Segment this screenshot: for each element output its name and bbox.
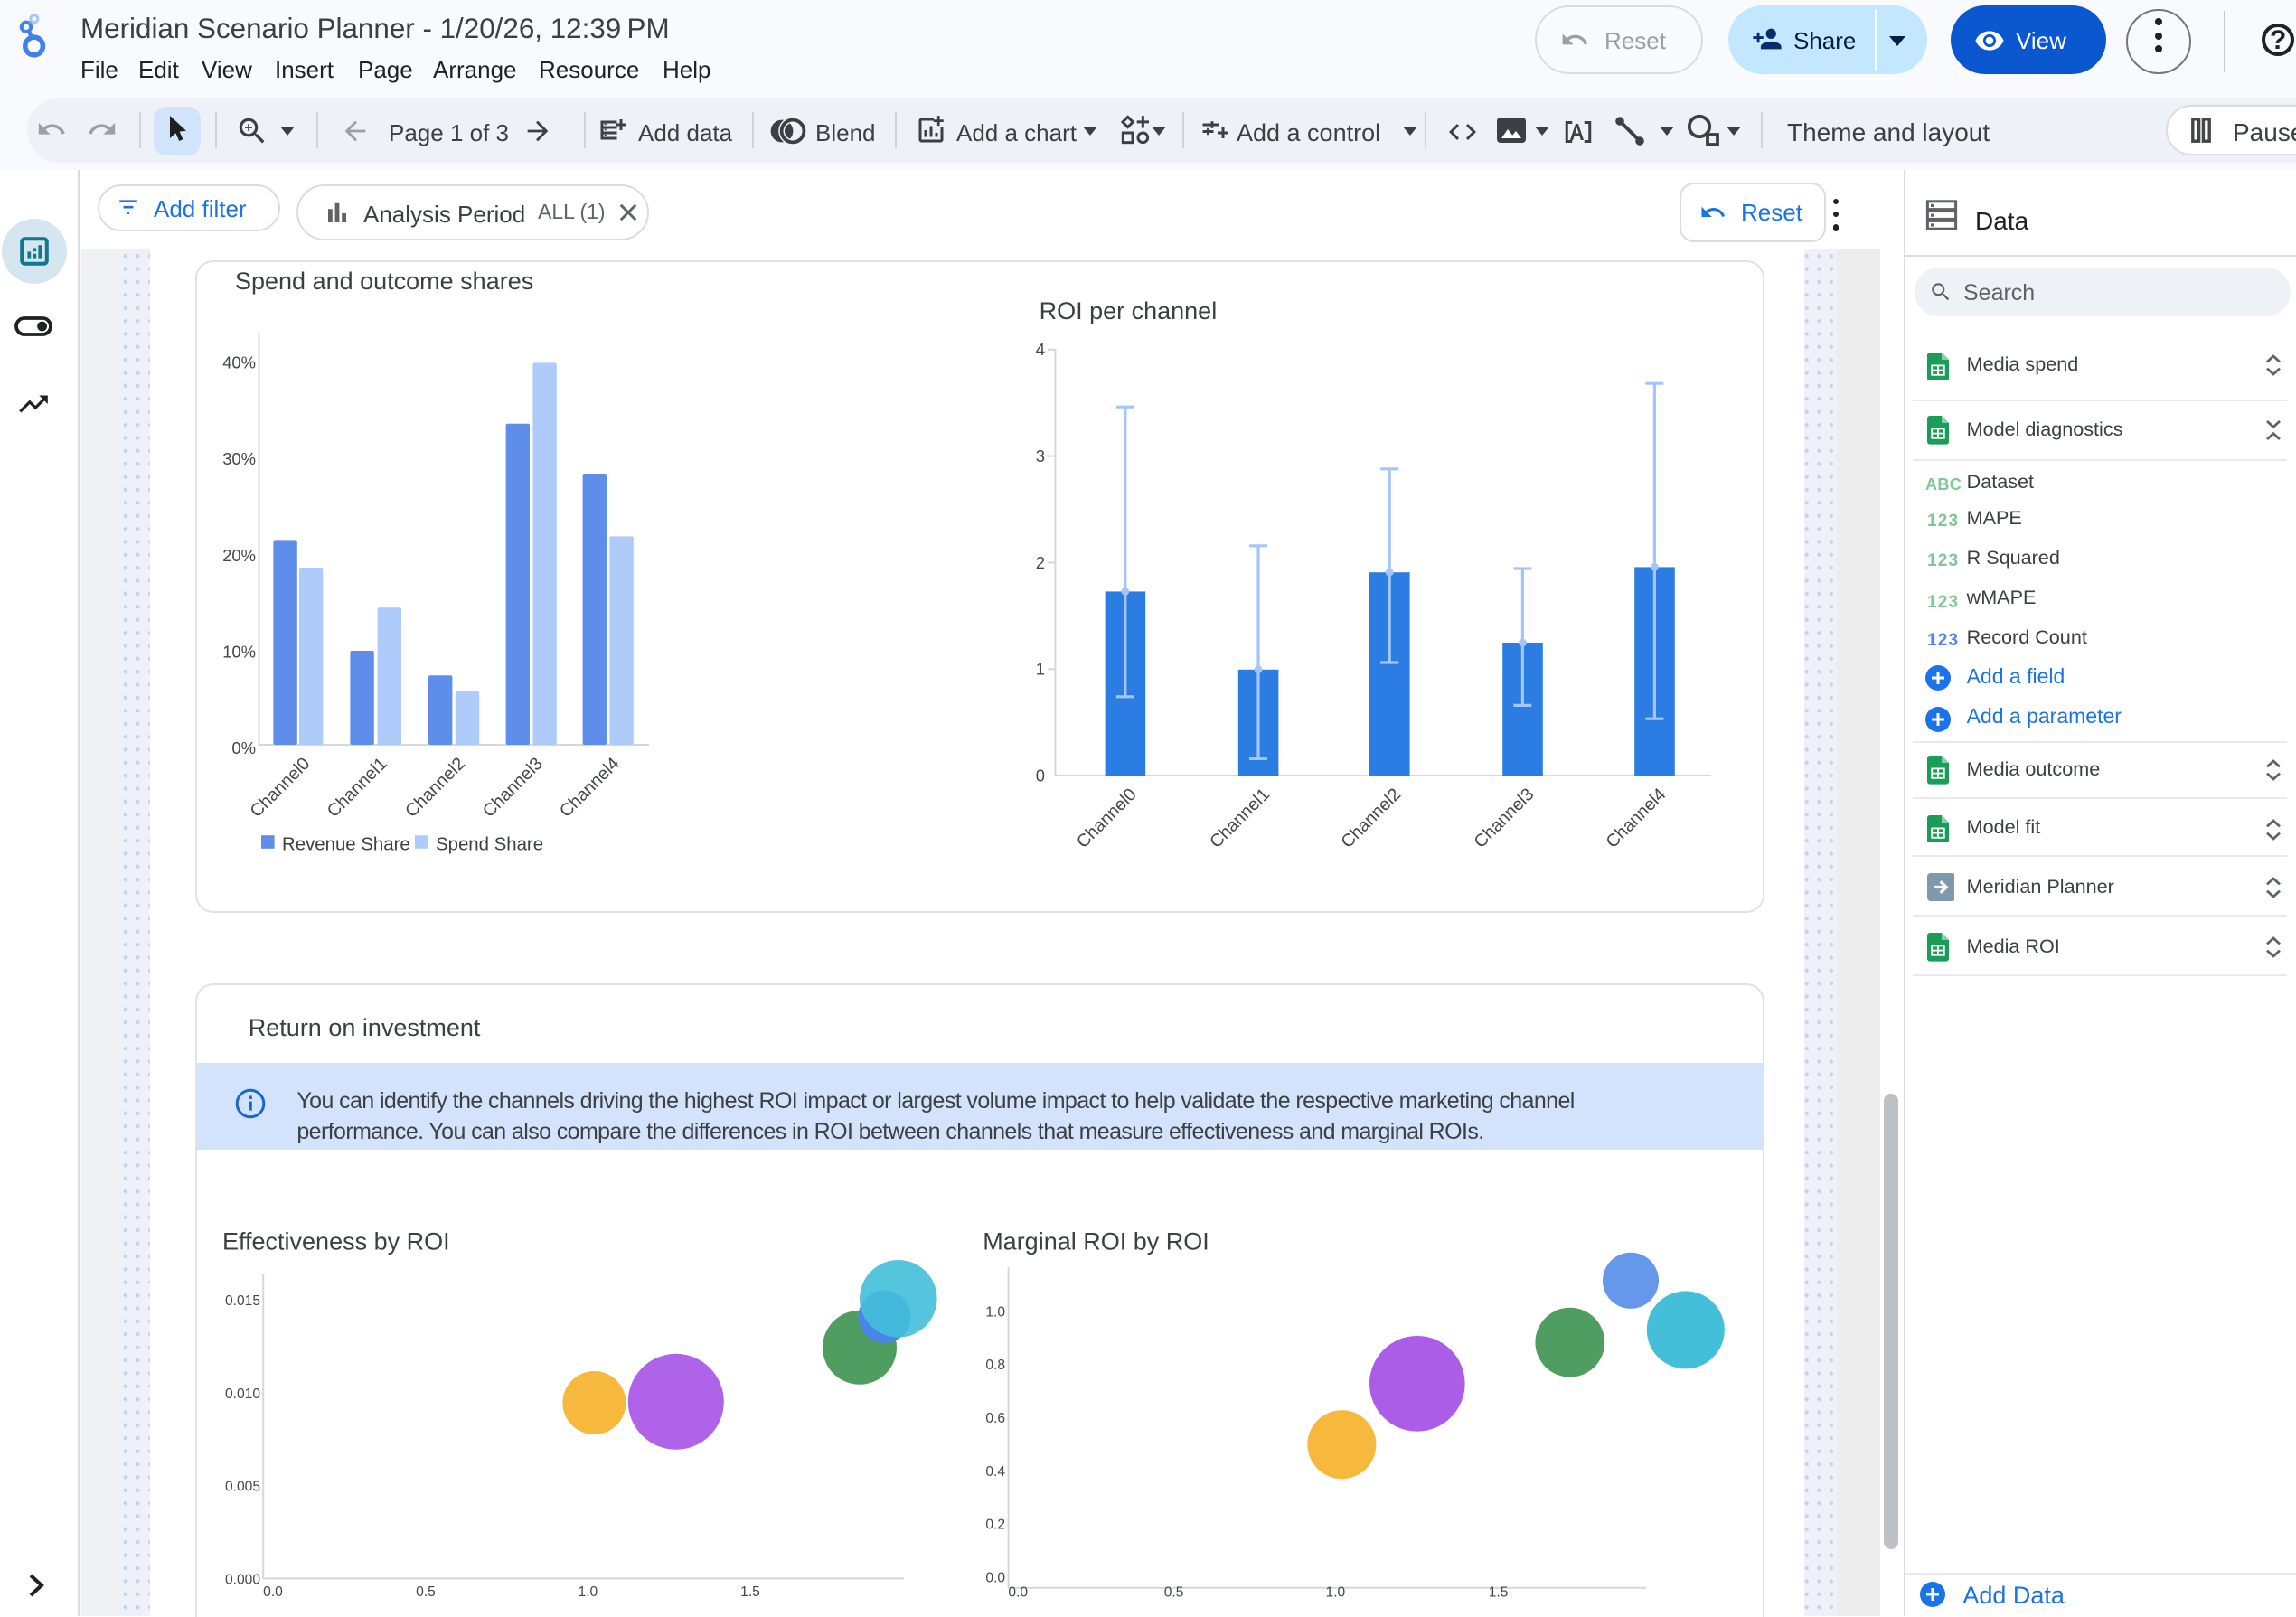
svg-text:ROI per channel: ROI per channel	[1039, 296, 1217, 324]
svg-text:20%: 20%	[221, 545, 255, 564]
svg-text:40%: 40%	[221, 353, 255, 371]
svg-text:Channel1: Channel1	[1205, 784, 1273, 851]
svg-text:3: 3	[1035, 447, 1044, 465]
svg-text:0.5: 0.5	[1163, 1584, 1183, 1600]
svg-text:0.5: 0.5	[415, 1584, 435, 1599]
svg-text:1.5: 1.5	[1488, 1584, 1508, 1600]
svg-text:Channel0: Channel0	[245, 753, 313, 821]
svg-text:10%: 10%	[221, 642, 255, 661]
svg-text:Spend and outcome shares: Spend and outcome shares	[234, 268, 532, 295]
svg-text:30%: 30%	[221, 449, 255, 468]
svg-text:0.6: 0.6	[984, 1410, 1004, 1425]
svg-text:0: 0	[1035, 766, 1044, 785]
svg-text:0.0: 0.0	[262, 1584, 282, 1599]
svg-text:1.0: 1.0	[1325, 1584, 1345, 1600]
svg-text:0.0: 0.0	[1007, 1584, 1027, 1600]
svg-text:Channel3: Channel3	[478, 753, 546, 821]
svg-text:0%: 0%	[231, 738, 255, 757]
svg-text:0.0: 0.0	[984, 1570, 1004, 1585]
svg-text:Channel3: Channel3	[1469, 784, 1537, 851]
svg-text:0.4: 0.4	[984, 1463, 1004, 1479]
svg-text:Channel4: Channel4	[555, 753, 623, 821]
svg-text:4: 4	[1035, 340, 1044, 359]
svg-text:0.010: 0.010	[224, 1386, 259, 1401]
svg-text:0.2: 0.2	[984, 1517, 1004, 1532]
svg-text:2: 2	[1035, 552, 1044, 571]
svg-text:0.8: 0.8	[984, 1357, 1004, 1372]
svg-text:0.015: 0.015	[224, 1293, 259, 1308]
svg-text:Channel2: Channel2	[400, 753, 468, 821]
svg-text:Marginal ROI by ROI: Marginal ROI by ROI	[982, 1227, 1209, 1255]
svg-text:Channel2: Channel2	[1336, 784, 1404, 851]
svg-text:1.0: 1.0	[578, 1584, 598, 1599]
svg-text:Spend Share: Spend Share	[435, 834, 542, 854]
svg-text:Channel0: Channel0	[1072, 784, 1140, 851]
svg-text:1.0: 1.0	[984, 1304, 1004, 1320]
svg-text:0.005: 0.005	[224, 1479, 259, 1494]
svg-text:1.5: 1.5	[739, 1584, 759, 1599]
svg-text:0.000: 0.000	[224, 1572, 259, 1587]
svg-text:Channel1: Channel1	[323, 753, 391, 821]
svg-text:Channel4: Channel4	[1601, 784, 1669, 851]
svg-text:Effectiveness by ROI: Effectiveness by ROI	[221, 1227, 449, 1255]
svg-text:Revenue Share: Revenue Share	[281, 834, 409, 854]
svg-text:1: 1	[1035, 659, 1044, 678]
